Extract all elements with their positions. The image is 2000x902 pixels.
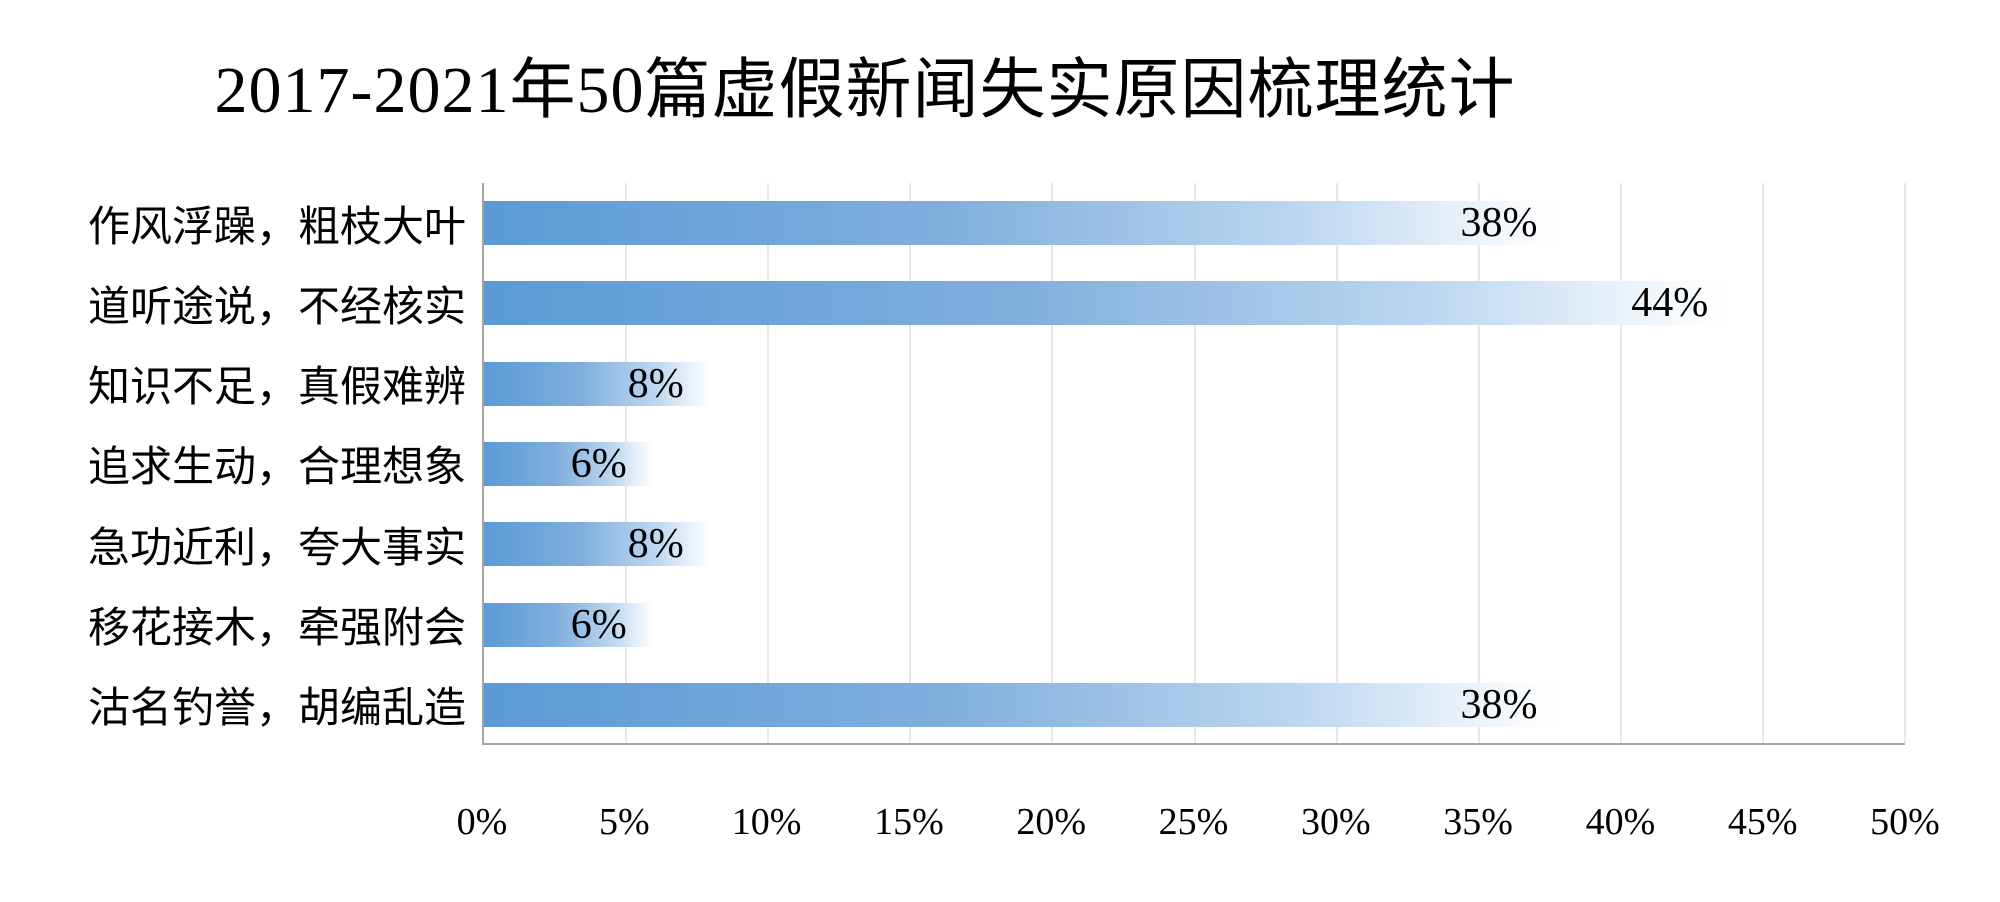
bar-4 bbox=[484, 522, 712, 567]
data-label-0: 38% bbox=[1460, 200, 1538, 247]
category-label-1: 道听途说，不经核实 bbox=[87, 284, 466, 331]
bar-1 bbox=[484, 281, 1737, 326]
bar-fill bbox=[484, 602, 655, 647]
x-tick-label-50%: 50% bbox=[1870, 801, 1940, 843]
x-tick-label-5%: 5% bbox=[598, 801, 650, 843]
data-label-2: 8% bbox=[627, 360, 684, 407]
bar-6 bbox=[484, 682, 1566, 727]
gridline-25 bbox=[1193, 183, 1196, 743]
data-label-3: 6% bbox=[570, 440, 627, 487]
data-label-1: 44% bbox=[1631, 280, 1709, 327]
x-axis-labels: 0% 5% 10% 15% 20% 25% 30% 35% 40% 45% 50% bbox=[457, 800, 1940, 860]
data-label-5: 6% bbox=[570, 601, 627, 648]
bar-0 bbox=[484, 201, 1566, 246]
gridline-35 bbox=[1477, 183, 1480, 743]
category-label-2: 知识不足，真假难辨 bbox=[87, 365, 466, 412]
category-label-4: 急功近利，夸大事实 bbox=[87, 525, 466, 572]
category-label-6: 沽名钓誉，胡编乱造 bbox=[87, 686, 466, 733]
gridline-50 bbox=[1904, 183, 1906, 743]
bar-3 bbox=[484, 442, 655, 486]
gridline-20 bbox=[1051, 183, 1054, 743]
data-label-6: 38% bbox=[1460, 681, 1538, 728]
x-tick-label-35%: 35% bbox=[1443, 801, 1513, 843]
bar-fill bbox=[484, 361, 712, 406]
x-tick-label-20%: 20% bbox=[1016, 801, 1087, 843]
x-tick-label-15%: 15% bbox=[874, 801, 944, 843]
bar-fill bbox=[484, 682, 1566, 727]
plot-area: 38% 44% 8% 6% 8% 6% 38% bbox=[482, 183, 1906, 745]
data-label-4: 8% bbox=[627, 521, 684, 568]
bar-2 bbox=[484, 361, 712, 406]
gridline-40 bbox=[1619, 183, 1622, 743]
x-tick-label-30%: 30% bbox=[1300, 801, 1371, 843]
gridline-10 bbox=[767, 183, 770, 743]
gridline-30 bbox=[1335, 183, 1338, 743]
gridline-15 bbox=[909, 183, 912, 743]
x-tick-label-40%: 40% bbox=[1585, 801, 1656, 843]
bar-fill bbox=[484, 522, 712, 567]
category-label-0: 作风浮躁，粗枝大叶 bbox=[87, 204, 466, 251]
category-label-3: 追求生动，合理想象 bbox=[87, 445, 466, 492]
chart-title: 2017-2021年50篇虚假新闻失实原因梳理统计 bbox=[214, 54, 1516, 127]
x-tick-label-10%: 10% bbox=[731, 801, 802, 843]
x-tick-label-0%: 0% bbox=[456, 801, 508, 843]
x-tick-label-25%: 25% bbox=[1158, 801, 1229, 843]
gridline-45 bbox=[1761, 183, 1764, 743]
bar-fill bbox=[484, 201, 1566, 246]
bar-fill bbox=[484, 281, 1737, 326]
bar-5 bbox=[484, 602, 655, 647]
x-tick-label-45%: 45% bbox=[1727, 801, 1798, 843]
bar-fill bbox=[484, 442, 655, 486]
category-label-5: 移花接木，牵强附会 bbox=[87, 606, 466, 653]
